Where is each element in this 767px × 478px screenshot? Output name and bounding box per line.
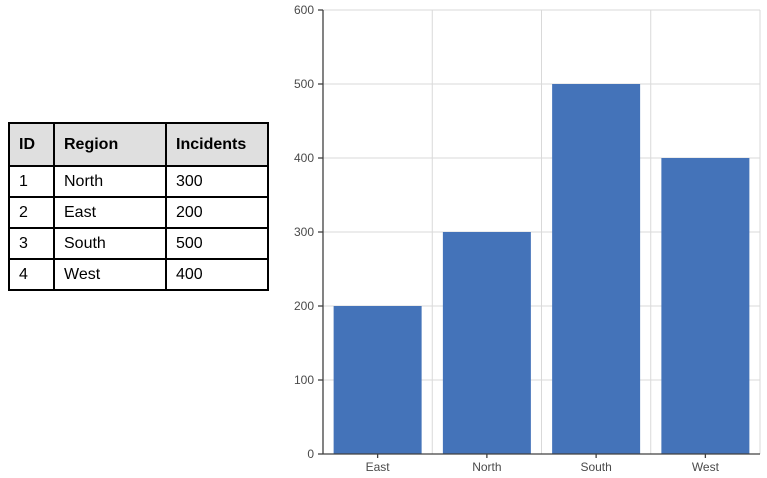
incidents-table: ID Region Incidents 1 North 300 2 East 200 3 Sout… <box>8 122 269 291</box>
y-tick-label: 100 <box>294 373 314 387</box>
y-tick-label: 0 <box>307 447 314 461</box>
x-tick-label: South <box>580 460 611 474</box>
table-row: 2 East 200 <box>8 196 269 229</box>
table-row: 1 North 300 <box>8 165 269 198</box>
column-header-1: Region <box>53 122 167 167</box>
table-cell: South <box>53 227 167 260</box>
column-header-0: ID <box>8 122 55 167</box>
bar-north <box>442 232 531 454</box>
bar-west <box>661 158 750 454</box>
table-cell: 500 <box>165 227 269 260</box>
table-cell: East <box>53 196 167 229</box>
table-cell: 400 <box>165 258 269 291</box>
y-tick-label: 600 <box>294 3 314 17</box>
x-tick-label: East <box>366 460 391 474</box>
table-row: 3 South 500 <box>8 227 269 260</box>
bar-east <box>333 306 422 454</box>
table-header-row: ID Region Incidents <box>8 122 269 167</box>
table-cell: 1 <box>8 165 55 198</box>
y-tick-label: 200 <box>294 299 314 313</box>
table-cell: 300 <box>165 165 269 198</box>
y-tick-label: 400 <box>294 151 314 165</box>
x-tick-label: North <box>472 460 501 474</box>
table-row: 4 West 400 <box>8 258 269 291</box>
y-tick-label: 500 <box>294 77 314 91</box>
incidents-table-container: ID Region Incidents 1 North 300 2 East 200 3 Sout… <box>8 122 269 291</box>
table-cell: 3 <box>8 227 55 260</box>
table-cell: 200 <box>165 196 269 229</box>
table-cell: West <box>53 258 167 291</box>
bar-south <box>552 84 641 454</box>
table-cell: 2 <box>8 196 55 229</box>
y-tick-label: 300 <box>294 225 314 239</box>
table-cell: North <box>53 165 167 198</box>
column-header-2: Incidents <box>165 122 269 167</box>
x-tick-label: West <box>692 460 720 474</box>
table-cell: 4 <box>8 258 55 291</box>
